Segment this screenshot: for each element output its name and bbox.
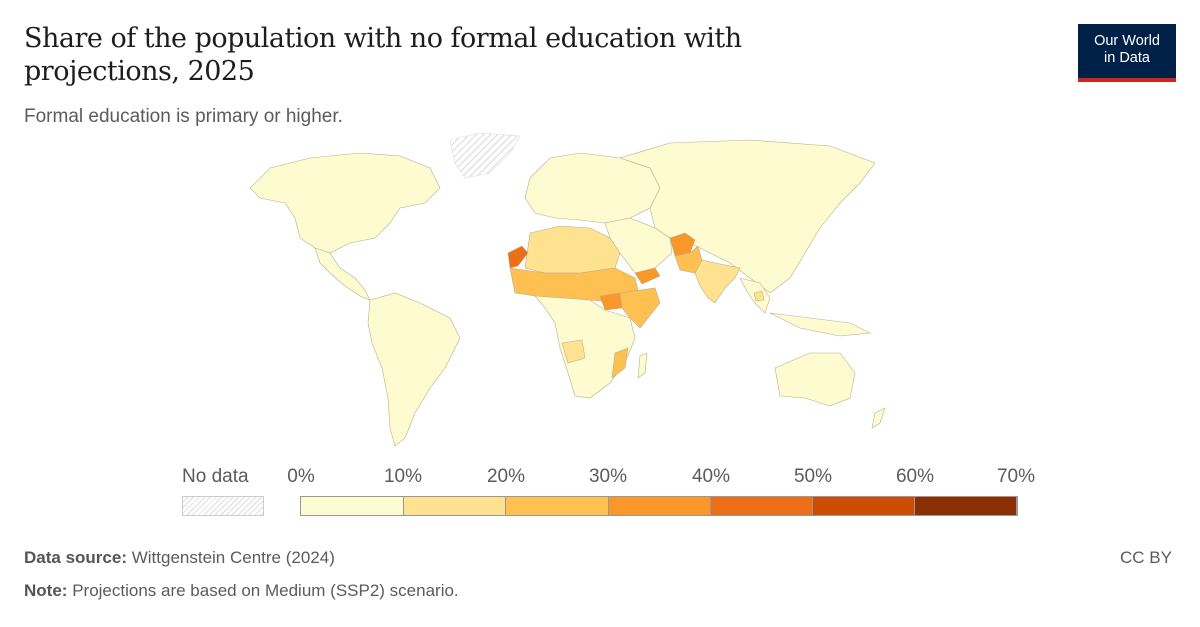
- note-label: Note:: [24, 581, 68, 600]
- tick-label: 20%: [486, 466, 526, 487]
- region-india[interactable]: [694, 259, 741, 304]
- chart-subtitle: Formal education is primary or higher.: [24, 106, 343, 127]
- legend-bin-20-30[interactable]: [506, 496, 609, 516]
- region-western-sahara[interactable]: [507, 245, 529, 269]
- source-link[interactable]: Wittgenstein Centre (2024): [131, 548, 335, 567]
- legend-bin-10-20[interactable]: [404, 496, 506, 516]
- region-cambodia[interactable]: [753, 290, 765, 302]
- note-text: Projections are based on Medium (SSP2) s…: [72, 581, 459, 600]
- chart-title: Share of the population with no formal e…: [24, 23, 742, 87]
- legend-bin-60-70[interactable]: [915, 496, 1017, 516]
- tick-label: 30%: [588, 466, 628, 487]
- license-link[interactable]: CC BY: [1120, 548, 1172, 567]
- region-greenland[interactable]: [449, 132, 521, 179]
- region-central-america[interactable]: [314, 247, 371, 301]
- tick-label: 10%: [383, 466, 423, 487]
- region-europe[interactable]: [524, 152, 661, 224]
- region-south-america[interactable]: [367, 292, 461, 447]
- logo-line-1: Our World: [1094, 33, 1160, 49]
- region-south-sudan[interactable]: [599, 292, 623, 311]
- legend-bin-0-10[interactable]: [301, 496, 404, 516]
- tick-label: 40%: [691, 466, 731, 487]
- region-central-south-africa[interactable]: [534, 295, 636, 399]
- data-source: Data source: Wittgenstein Centre (2024): [24, 548, 335, 568]
- region-southeast-asia[interactable]: [739, 277, 872, 337]
- owid-logo[interactable]: Our World in Data: [1078, 24, 1176, 82]
- region-new-zealand[interactable]: [871, 407, 886, 429]
- region-north-africa[interactable]: [524, 225, 621, 274]
- no-data-label: No data: [182, 466, 249, 487]
- tick-label: 0%: [287, 466, 315, 487]
- tick-label: 50%: [793, 466, 833, 487]
- logo-accent-bar: [1078, 78, 1176, 82]
- region-madagascar[interactable]: [637, 352, 648, 379]
- tick-label: 70%: [996, 466, 1036, 487]
- world-map[interactable]: [150, 128, 910, 458]
- legend-bin-40-50[interactable]: [711, 496, 813, 516]
- color-legend: No data 0% 10% 20% 30% 40% 50% 60% 70%: [0, 460, 1200, 520]
- region-asia[interactable]: [619, 139, 876, 294]
- region-afghanistan[interactable]: [669, 232, 696, 257]
- region-yemen[interactable]: [634, 267, 661, 285]
- region-australia[interactable]: [774, 352, 856, 407]
- tick-label: 60%: [895, 466, 935, 487]
- source-label: Data source:: [24, 548, 127, 567]
- region-north-america[interactable]: [249, 152, 441, 254]
- legend-bin-50-60[interactable]: [813, 496, 915, 516]
- logo-line-2: in Data: [1104, 50, 1150, 66]
- region-mozambique[interactable]: [611, 347, 629, 379]
- no-data-swatch[interactable]: [182, 496, 264, 516]
- chart-note: Note: Projections are based on Medium (S…: [24, 581, 459, 601]
- region-angola[interactable]: [561, 339, 586, 364]
- legend-bin-30-40[interactable]: [609, 496, 711, 516]
